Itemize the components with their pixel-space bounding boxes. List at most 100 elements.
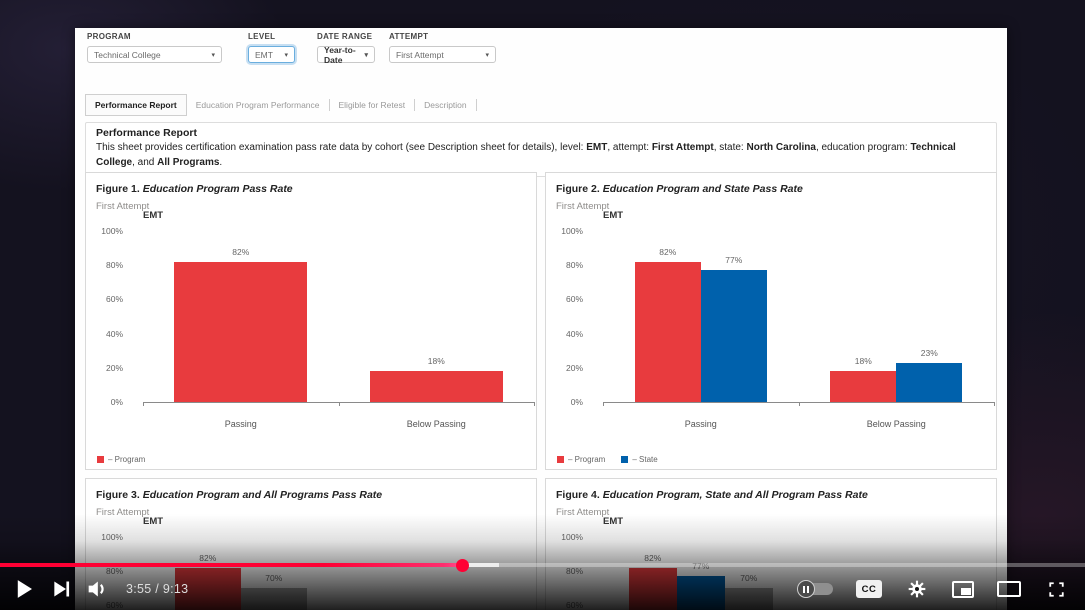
category-label: Passing <box>224 419 257 429</box>
level-select[interactable]: EMT ▾ <box>248 46 295 63</box>
figure-subtitle: First Attempt <box>556 507 610 518</box>
bar-value-label: 82% <box>199 552 217 563</box>
bar-value-label: 18% <box>427 356 445 367</box>
legend-label: – State <box>632 455 658 464</box>
player-controls: 3:55 / 9:13 CC <box>0 568 1085 610</box>
player-controls-left: 3:55 / 9:13 <box>8 573 188 605</box>
play-button[interactable] <box>8 573 40 605</box>
player-controls-right: CC <box>797 577 1069 602</box>
legend-label: – Program <box>108 455 146 464</box>
chart-legend: – Program <box>97 455 145 464</box>
autoplay-toggle[interactable] <box>797 580 833 598</box>
x-axis-tick-mark <box>798 402 800 406</box>
theater-icon <box>997 581 1021 597</box>
figure-1-card: Figure 1. Education Program Pass Rate Fir… <box>85 172 537 470</box>
bar-value-label: 82% <box>232 246 250 257</box>
y-axis-tick: 20% <box>105 362 123 373</box>
figure-number: Figure 4. <box>556 489 603 501</box>
tab-performance-report[interactable]: Performance Report <box>85 94 187 116</box>
attempt-select[interactable]: First Attempt ▾ <box>389 46 496 63</box>
y-axis-tick: 80% <box>565 260 583 271</box>
chevron-down-icon: ▾ <box>364 51 368 59</box>
y-axis-tick: 100% <box>561 532 583 542</box>
category-label: Passing <box>684 419 717 429</box>
attempt-filter-label: ATTEMPT <box>389 32 429 41</box>
report-app-window: PROGRAM Technical College ▾ LEVEL EMT ▾ … <box>75 28 1007 610</box>
legend-item: – State <box>621 455 658 464</box>
chart-legend: – Program – State <box>557 455 658 464</box>
tab-education-program-performance[interactable]: Education Program Performance <box>195 100 320 110</box>
program-filter-label: PROGRAM <box>87 32 131 41</box>
figure-number: Figure 2. <box>556 183 603 195</box>
bar <box>830 371 897 402</box>
bar <box>174 261 308 402</box>
chart-level-label: EMT <box>143 516 164 527</box>
figure-subtitle: First Attempt <box>556 201 610 212</box>
miniplayer-button[interactable] <box>952 580 974 598</box>
y-axis-tick: 80% <box>105 260 123 271</box>
program-filter: PROGRAM Technical College ▾ <box>87 32 222 63</box>
y-axis-tick: 100% <box>101 532 123 542</box>
figure-subtitle: First Attempt <box>96 507 150 518</box>
bar-value-label: 82% <box>659 246 677 257</box>
progress-scrubber[interactable] <box>456 558 470 572</box>
bar-value-label: 23% <box>920 347 938 358</box>
theater-button[interactable] <box>997 581 1021 597</box>
progress-bar[interactable] <box>0 558 1085 572</box>
bar <box>369 371 503 402</box>
attempt-filter: ATTEMPT First Attempt ▾ <box>389 32 496 63</box>
legend-swatch <box>621 456 629 463</box>
attempt-select-value: First Attempt <box>396 49 444 60</box>
y-axis-tick: 0% <box>570 397 583 407</box>
y-axis-tick: 60% <box>105 294 123 305</box>
bar <box>896 362 963 402</box>
tab-description[interactable]: Description <box>424 100 467 110</box>
chart-level-label: EMT <box>143 210 164 221</box>
next-icon <box>54 581 70 597</box>
volume-button[interactable] <box>82 574 112 604</box>
pause-icon <box>797 580 815 598</box>
tab-separator <box>414 99 416 111</box>
volume-icon <box>88 581 104 597</box>
next-button[interactable] <box>46 574 76 604</box>
info-box-description: This sheet provides certification examin… <box>96 142 956 168</box>
y-axis-tick: 60% <box>565 294 583 305</box>
progress-played <box>0 563 463 567</box>
bar <box>634 261 701 402</box>
date-range-filter-label: DATE RANGE <box>317 32 373 41</box>
figure-heading: Figure 4. Education Program, State and A… <box>556 485 868 518</box>
tab-separator <box>475 99 477 111</box>
figure-heading: Figure 1. Education Program Pass Rate Fir… <box>96 179 293 212</box>
program-select[interactable]: Technical College ▾ <box>87 46 222 63</box>
play-icon <box>17 580 32 598</box>
figure-title: Education Program and State Pass Rate <box>602 183 803 195</box>
cc-button[interactable]: CC <box>856 580 882 598</box>
miniplayer-icon <box>952 580 974 598</box>
x-axis-tick-mark <box>534 402 535 406</box>
level-filter: LEVEL EMT ▾ <box>248 32 295 63</box>
figures-grid: Figure 1. Education Program Pass Rate Fir… <box>85 172 997 610</box>
level-filter-label: LEVEL <box>248 32 276 41</box>
bar-value-label: 82% <box>644 552 662 563</box>
figure-heading: Figure 3. Education Program and All Prog… <box>96 485 382 518</box>
y-axis-tick: 40% <box>565 328 583 339</box>
x-axis-tick-mark <box>994 402 995 406</box>
tab-eligible-for-retest[interactable]: Eligible for Retest <box>338 100 406 110</box>
program-select-value: Technical College <box>94 49 161 60</box>
report-tabs: Performance Report Education Program Per… <box>85 94 477 116</box>
progress-remaining <box>0 563 1085 567</box>
settings-button[interactable] <box>905 577 929 601</box>
y-axis-tick: 0% <box>110 397 123 407</box>
figure-2-card: Figure 2. Education Program and State Pa… <box>545 172 997 470</box>
y-axis-tick: 100% <box>101 226 123 236</box>
date-range-button[interactable]: Year-to-Date ▾ <box>317 45 375 65</box>
date-range-filter: DATE RANGE Year-to-Date ▾ <box>317 32 375 65</box>
fullscreen-icon <box>1049 581 1064 597</box>
bar-value-label: 77% <box>725 255 743 266</box>
level-select-value: EMT <box>255 49 273 60</box>
x-axis-tick-mark <box>603 402 604 406</box>
category-label: Below Passing <box>406 419 466 429</box>
legend-swatch <box>557 456 564 463</box>
fullscreen-button[interactable] <box>1044 577 1069 602</box>
